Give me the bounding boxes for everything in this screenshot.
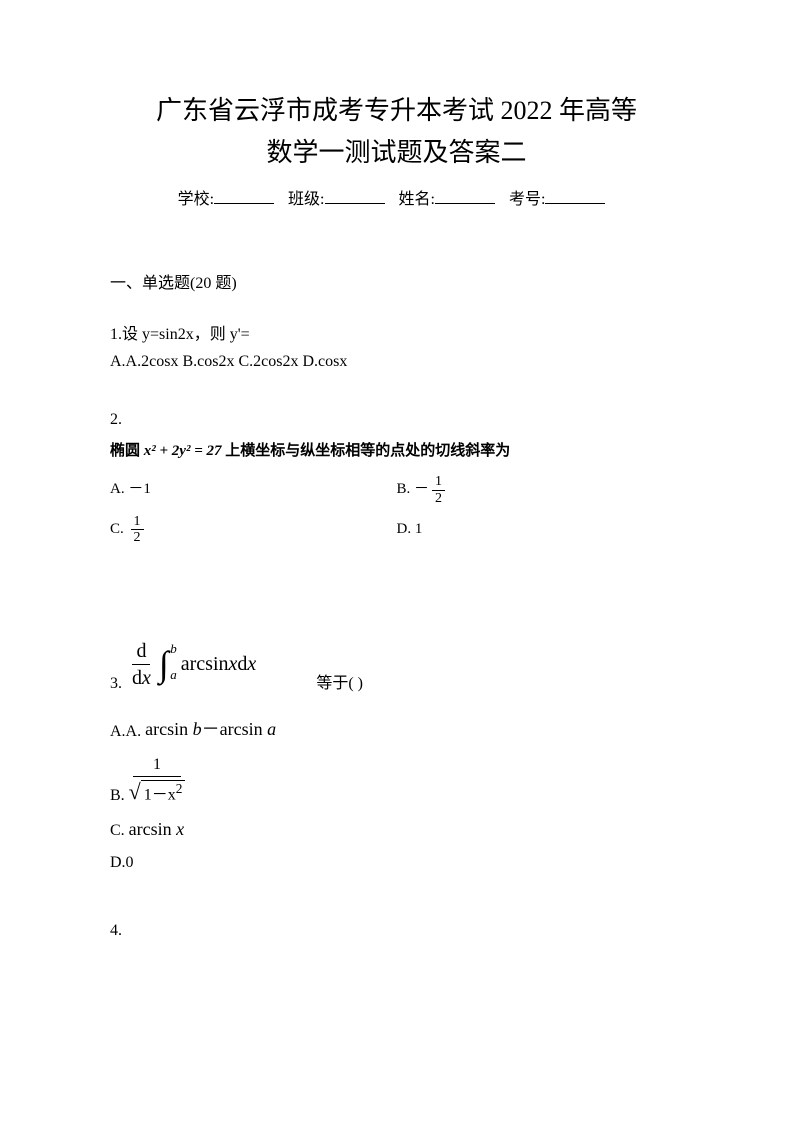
sqrt-icon: √ bbox=[129, 779, 141, 805]
q2-b-neg: － bbox=[414, 477, 429, 503]
q3-b-radicand: 1－x2 bbox=[141, 780, 186, 805]
q3-a-prefix: A.A. bbox=[110, 723, 141, 741]
id-label: 考号: bbox=[509, 191, 545, 208]
q2-prompt: 椭圆 x² + 2y² = 27 上横坐标与纵坐标相等的点处的切线斜率为 bbox=[110, 439, 683, 465]
question-1: 1.设 y=sin2x，则 y'= A.A.2cosx B.cos2x C.2c… bbox=[110, 321, 683, 375]
q2-b-fraction: 1 2 bbox=[432, 474, 445, 506]
q3-a-math: arcsin b－arcsin a bbox=[145, 715, 276, 741]
section-header: 一、单选题(20 题) bbox=[110, 269, 683, 293]
q2-d-label: D. bbox=[397, 517, 412, 543]
q3-expression-row: 3. d dx ∫ b a arcsin x dx 等于( ) bbox=[110, 640, 683, 693]
q2-b-den: 2 bbox=[432, 491, 445, 506]
q2-option-c: C. 1 2 bbox=[110, 510, 397, 550]
q2-c-fraction: 1 2 bbox=[131, 514, 144, 546]
class-label: 班级: bbox=[288, 191, 324, 208]
question-3: 3. d dx ∫ b a arcsin x dx 等于( ) A.A. arc… bbox=[110, 640, 683, 873]
title-line-1: 广东省云浮市成考专升本考试 2022 年高等 bbox=[110, 90, 683, 132]
q3-d-den: dx bbox=[128, 665, 155, 689]
q3-c-math: arcsin x bbox=[129, 819, 184, 840]
q3-fx: x bbox=[229, 653, 238, 676]
q2-number: 2. bbox=[110, 406, 683, 433]
q3-label: 3. bbox=[110, 675, 122, 693]
q2-option-d: D. 1 bbox=[397, 510, 684, 550]
q3-formula: d dx ∫ b a arcsin x dx bbox=[128, 640, 256, 689]
form-fields: 学校: 班级: 姓名: 考号: bbox=[110, 185, 683, 209]
q3-d-num: d bbox=[132, 640, 150, 665]
q2-b-num: 1 bbox=[432, 474, 445, 490]
q2-option-b: B. － 1 2 bbox=[397, 470, 684, 510]
q2-equation: x² + 2y² = 27 bbox=[144, 443, 222, 459]
q2-a-label: A. bbox=[110, 477, 125, 503]
q3-int-lower: a bbox=[170, 667, 177, 683]
name-label: 姓名: bbox=[399, 191, 435, 208]
q3-fn: arcsin bbox=[181, 653, 229, 676]
page-title: 广东省云浮市成考专升本考试 2022 年高等 数学一测试题及答案二 bbox=[110, 90, 683, 173]
question-2: 2. 椭圆 x² + 2y² = 27 上横坐标与纵坐标相等的点处的切线斜率为 … bbox=[110, 406, 683, 550]
q3-b-prefix: B. bbox=[110, 787, 125, 805]
q3-options: A.A. arcsin b－arcsin a B. 1 √ 1－x2 C. ar… bbox=[110, 715, 683, 873]
q3-diff-fraction: d dx bbox=[128, 640, 155, 689]
q3-option-a: A.A. arcsin b－arcsin a bbox=[110, 715, 683, 741]
id-blank bbox=[545, 203, 605, 204]
title-line-2: 数学一测试题及答案二 bbox=[110, 132, 683, 174]
integral-icon: ∫ b a bbox=[159, 643, 169, 685]
q3-x2: x bbox=[247, 653, 256, 676]
q3-b-denom: √ 1－x2 bbox=[129, 777, 186, 805]
q2-options: A. －1 B. － 1 2 C. 1 2 D. 1 bbox=[110, 470, 683, 550]
q3-dxx: d bbox=[237, 653, 247, 676]
q3-tail: 等于( ) bbox=[316, 669, 363, 693]
q3-option-d: D.0 bbox=[110, 854, 683, 872]
school-blank bbox=[214, 203, 274, 204]
q2-a-value: －1 bbox=[128, 477, 151, 503]
q2-option-a: A. －1 bbox=[110, 470, 397, 510]
school-label: 学校: bbox=[178, 191, 214, 208]
q3-b-fraction: 1 √ 1－x2 bbox=[129, 755, 186, 806]
q2-prefix: 椭圆 bbox=[110, 443, 144, 459]
q3-b-num: 1 bbox=[133, 755, 181, 777]
q2-suffix: 上横坐标与纵坐标相等的点处的切线斜率为 bbox=[222, 443, 511, 459]
q3-d-text: D.0 bbox=[110, 854, 134, 872]
q3-int-upper: b bbox=[170, 641, 177, 657]
question-4: 4. bbox=[110, 922, 683, 940]
q2-d-value: 1 bbox=[415, 517, 423, 543]
q2-c-den: 2 bbox=[131, 530, 144, 545]
name-blank bbox=[435, 203, 495, 204]
q2-c-num: 1 bbox=[131, 514, 144, 530]
q2-b-label: B. bbox=[397, 477, 411, 503]
q3-option-c: C. arcsin x bbox=[110, 819, 683, 840]
q1-options: A.A.2cosx B.cos2x C.2cos2x D.cosx bbox=[110, 348, 683, 375]
q3-option-b: B. 1 √ 1－x2 bbox=[110, 755, 683, 806]
q1-text: 1.设 y=sin2x，则 y'= bbox=[110, 321, 683, 348]
q2-c-label: C. bbox=[110, 517, 124, 543]
class-blank bbox=[325, 203, 385, 204]
q3-c-prefix: C. bbox=[110, 822, 125, 840]
